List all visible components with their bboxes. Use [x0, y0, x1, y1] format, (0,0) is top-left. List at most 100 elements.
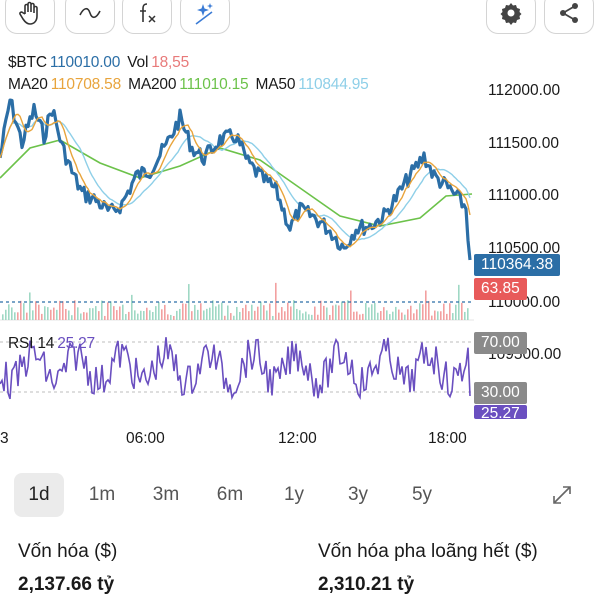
- volume-bar: [236, 306, 238, 320]
- range-3y-button[interactable]: 3y: [347, 484, 369, 505]
- share-button[interactable]: [544, 0, 594, 34]
- volume-bar: [275, 282, 277, 320]
- volume-bar: [401, 312, 403, 320]
- volume-bar: [14, 312, 16, 320]
- function-tool-button[interactable]: [122, 0, 172, 34]
- range-1d-button[interactable]: 1d: [14, 473, 64, 517]
- volume-bar: [122, 304, 124, 320]
- volume-bar: [44, 306, 46, 320]
- volume-bar: [446, 313, 448, 320]
- volume-bar: [341, 301, 343, 320]
- volume-bar: [29, 292, 31, 320]
- range-selector: 1d 1m 3m 6m 1y 3y 5y: [14, 473, 586, 517]
- volume-bar: [41, 313, 43, 320]
- volume-bar: [245, 304, 247, 320]
- volume-bar: [422, 304, 424, 320]
- time-tick: 06:00: [126, 430, 165, 447]
- volume-bar: [152, 311, 154, 320]
- rsi-line: [0, 337, 471, 401]
- volume-bar: [161, 309, 163, 320]
- price-tick: 110500.00: [488, 240, 561, 257]
- volume-bar: [89, 308, 91, 320]
- volume-bar: [113, 306, 115, 320]
- volume-bar: [239, 311, 241, 320]
- volume-bar: [53, 307, 55, 320]
- volume-bar: [332, 305, 334, 320]
- range-3m-button[interactable]: 3m: [152, 484, 180, 505]
- market-cap-value: 2,137.66 tỷ: [18, 574, 115, 595]
- time-tick: 12:00: [278, 430, 317, 447]
- volume-bar: [272, 315, 274, 320]
- volume-bar: [350, 290, 352, 320]
- range-6m-button[interactable]: 6m: [216, 484, 244, 505]
- volume-bars: [2, 282, 469, 320]
- volume-bar: [101, 300, 103, 320]
- volume-bar: [86, 312, 88, 320]
- legend-symbol: $BTC: [8, 54, 47, 71]
- volume-bar: [194, 304, 196, 320]
- volume-bar: [164, 304, 166, 320]
- volume-bar: [95, 306, 97, 320]
- gear-icon: [500, 3, 522, 25]
- trend-line-tool-button[interactable]: [65, 0, 115, 34]
- legend-ma200-label: MA200: [128, 76, 177, 93]
- volume-bar: [110, 301, 112, 320]
- range-1y-button[interactable]: 1y: [283, 484, 305, 505]
- volume-bar: [464, 311, 466, 320]
- settings-button[interactable]: [486, 0, 536, 34]
- rsi-upper-tag: 70.00: [474, 332, 527, 354]
- volume-bar: [467, 308, 469, 320]
- volume-bar: [335, 304, 337, 320]
- legend-price: 110010.00: [49, 54, 121, 71]
- volume-bar: [419, 303, 421, 320]
- volume-bar: [137, 313, 139, 320]
- legend-ma20-value: 110708.58: [50, 76, 122, 93]
- volume-bar: [362, 313, 364, 320]
- volume-bar: [68, 310, 70, 320]
- volume-bar: [92, 308, 94, 320]
- range-5y-button[interactable]: 5y: [411, 484, 433, 505]
- volume-bar: [71, 315, 73, 320]
- volume-bar: [146, 307, 148, 320]
- volume-bar: [455, 304, 457, 320]
- volume-bar: [131, 294, 133, 320]
- ai-tool-button[interactable]: [180, 0, 230, 34]
- volume-bar: [323, 305, 325, 320]
- volume-bar: [257, 306, 259, 320]
- volume-bar: [128, 311, 130, 320]
- volume-bar: [158, 302, 160, 320]
- volume-bar: [389, 314, 391, 320]
- expand-chart-button[interactable]: [546, 473, 578, 517]
- price-chart[interactable]: $BTC 110010.00 Vol 18,55 MA20 110708.58 MA2…: [0, 48, 600, 454]
- volume-bar: [140, 310, 142, 320]
- volume-bar: [215, 306, 217, 320]
- legend-ma20-label: MA20: [8, 76, 48, 93]
- volume-bar: [191, 311, 193, 320]
- hand-pointer-tool-button[interactable]: [5, 0, 55, 34]
- volume-bar: [125, 314, 127, 320]
- volume-bar: [80, 313, 82, 320]
- chart-canvas[interactable]: [0, 48, 600, 454]
- volume-bar: [224, 315, 226, 320]
- legend-row-ma: MA20 110708.58 MA200 111010.15 MA50 110844.…: [8, 76, 372, 94]
- volume-bar: [167, 314, 169, 320]
- volume-bar: [65, 308, 67, 320]
- volume-bar: [5, 309, 7, 320]
- time-tick: 18:00: [428, 430, 467, 447]
- volume-bar: [329, 314, 331, 320]
- ma50-line: [0, 119, 471, 241]
- volume-bar: [440, 311, 442, 320]
- legend-row-price: $BTC 110010.00 Vol 18,55: [8, 54, 192, 72]
- legend-ma50-label: MA50: [255, 76, 296, 93]
- volume-bar: [356, 311, 358, 320]
- volume-bar: [278, 312, 280, 320]
- volume-bar: [203, 310, 205, 320]
- volume-bar: [344, 302, 346, 320]
- volume-bar: [296, 308, 298, 320]
- volume-bar: [11, 307, 13, 320]
- price-tick: 112000.00: [488, 82, 561, 99]
- volume-bar: [170, 314, 172, 320]
- range-1m-button[interactable]: 1m: [88, 484, 116, 505]
- volume-bar: [242, 308, 244, 320]
- volume-bar: [8, 304, 10, 320]
